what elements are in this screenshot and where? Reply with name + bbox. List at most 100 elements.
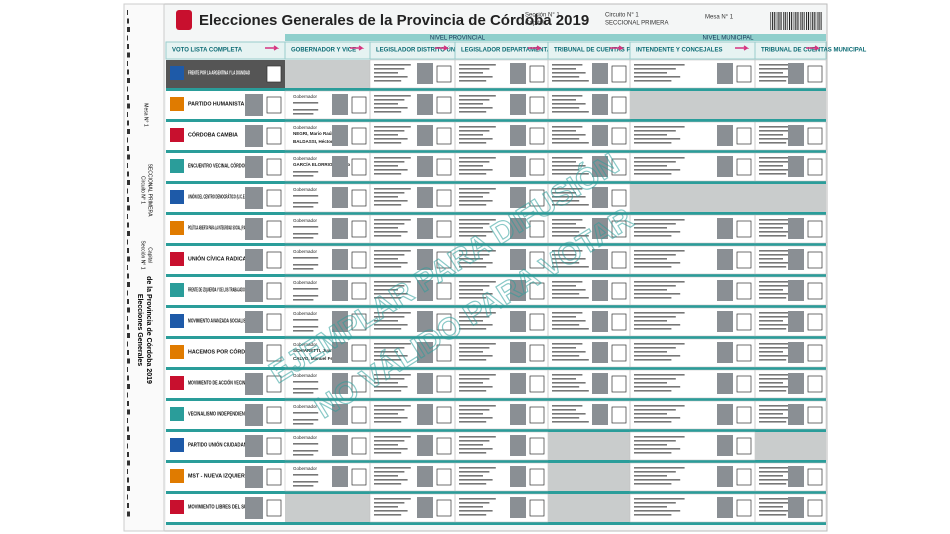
candidate-photo bbox=[332, 311, 348, 332]
text-line bbox=[552, 386, 580, 388]
text-line bbox=[552, 99, 576, 101]
text-line bbox=[552, 235, 589, 237]
text-line bbox=[552, 169, 580, 171]
text-line bbox=[552, 328, 589, 330]
text-line bbox=[634, 165, 667, 167]
text-line bbox=[759, 312, 796, 314]
text-line bbox=[374, 498, 411, 500]
text-line bbox=[374, 161, 405, 163]
party-logo bbox=[170, 66, 184, 80]
text-line bbox=[459, 103, 483, 105]
cell-border bbox=[754, 245, 827, 275]
header-arrow bbox=[528, 45, 543, 51]
text-line bbox=[759, 223, 790, 225]
candidate-photo bbox=[717, 497, 733, 518]
barcode-bar bbox=[127, 10, 128, 15]
text-line bbox=[552, 111, 589, 113]
text-line bbox=[374, 289, 398, 291]
text-line bbox=[552, 95, 583, 97]
checkbox bbox=[529, 499, 545, 517]
candidate-photo bbox=[717, 156, 733, 177]
text-line bbox=[459, 483, 487, 485]
gov-title: Gobernador bbox=[293, 404, 318, 409]
candidate-photo bbox=[510, 63, 526, 84]
candidate-photo bbox=[788, 311, 804, 332]
candidate-photo bbox=[592, 125, 608, 146]
row-divider bbox=[166, 212, 826, 215]
gov-title: Gobernador bbox=[293, 280, 318, 285]
text-line bbox=[374, 312, 411, 314]
circuito-name: SECCIONAL PRIMERA bbox=[605, 21, 668, 27]
text-line bbox=[374, 99, 405, 101]
text-line bbox=[634, 316, 676, 318]
text-line bbox=[459, 347, 490, 349]
text-line bbox=[552, 316, 576, 318]
party-name: MOVIMIENTO DE ACCIÓN VECINAL bbox=[188, 378, 251, 386]
candidate-photo bbox=[592, 342, 608, 363]
text-line bbox=[374, 231, 408, 233]
text-line bbox=[374, 359, 402, 361]
barcode-bar bbox=[127, 197, 129, 202]
checkbox bbox=[266, 375, 282, 393]
text-line bbox=[293, 295, 319, 297]
text-line bbox=[293, 330, 314, 332]
barcode-bar bbox=[127, 384, 130, 389]
checkbox bbox=[436, 220, 452, 238]
text-line bbox=[459, 382, 483, 384]
row-divider bbox=[166, 119, 826, 122]
text-line bbox=[634, 413, 667, 415]
barcode-bar bbox=[800, 12, 802, 30]
text-line bbox=[759, 417, 793, 419]
text-line bbox=[459, 386, 493, 388]
checkbox bbox=[529, 344, 545, 362]
text-line bbox=[459, 95, 496, 97]
text-line bbox=[552, 138, 580, 140]
checkbox bbox=[436, 313, 452, 331]
text-line bbox=[552, 285, 576, 287]
text-line bbox=[634, 320, 667, 322]
text-line bbox=[759, 165, 783, 167]
text-line bbox=[759, 328, 787, 330]
party-logo bbox=[170, 159, 184, 173]
checkbox bbox=[266, 189, 282, 207]
checkbox bbox=[266, 499, 282, 517]
text-line bbox=[634, 312, 685, 314]
text-line bbox=[374, 285, 405, 287]
circuito: Circuito N° 1 bbox=[605, 13, 639, 19]
barcode-bar bbox=[127, 180, 130, 185]
checkbox bbox=[436, 282, 452, 300]
text-line bbox=[552, 343, 583, 345]
checkbox bbox=[351, 344, 367, 362]
text-line bbox=[459, 142, 487, 144]
party-name: ENCUENTRO VECINAL CÓRDOBA bbox=[188, 161, 250, 169]
checkbox bbox=[266, 468, 282, 486]
text-line bbox=[459, 266, 487, 268]
candidate-photo bbox=[510, 373, 526, 394]
row-divider bbox=[166, 88, 826, 91]
candidate-photo bbox=[417, 497, 433, 518]
text-line bbox=[374, 192, 405, 194]
checkbox bbox=[611, 96, 627, 114]
checkbox bbox=[266, 251, 282, 269]
text-line bbox=[374, 223, 405, 225]
candidate-photo bbox=[788, 280, 804, 301]
text-line bbox=[459, 297, 487, 299]
text-line bbox=[459, 64, 496, 66]
text-line bbox=[552, 134, 586, 136]
text-line bbox=[293, 175, 314, 177]
text-line bbox=[293, 485, 314, 487]
barcode-bar bbox=[127, 61, 128, 66]
checkbox bbox=[436, 96, 452, 114]
candidate-photo bbox=[332, 342, 348, 363]
checkbox bbox=[736, 344, 752, 362]
column-title: TRIBUNAL DE CUENTAS MUNICIPAL bbox=[761, 48, 867, 54]
checkbox bbox=[351, 189, 367, 207]
text-line bbox=[374, 107, 408, 109]
party-photo bbox=[245, 342, 263, 364]
text-line bbox=[552, 161, 576, 163]
party-name: PARTIDO HUMANISTA bbox=[188, 101, 244, 107]
text-line bbox=[459, 68, 490, 70]
candidate-photo bbox=[332, 125, 348, 146]
text-line bbox=[759, 378, 790, 380]
row-divider bbox=[166, 460, 826, 463]
